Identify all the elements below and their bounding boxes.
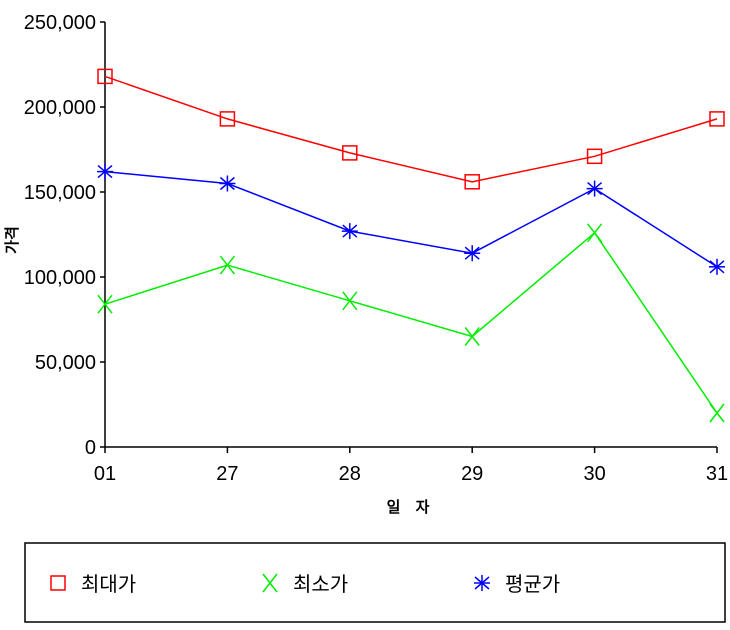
- legend-marker-2: [262, 573, 278, 593]
- data-point-1-2: [219, 111, 236, 127]
- data-point-3-5: [586, 180, 603, 197]
- data-point-1-5: [586, 148, 603, 165]
- series-line-3: [104, 170, 718, 268]
- data-point-3-3: [341, 223, 358, 240]
- data-point-2-2: [219, 255, 235, 275]
- series-line-1: [104, 75, 718, 183]
- y-tick-label: 0: [85, 437, 96, 459]
- x-tick-label: 29: [461, 463, 483, 485]
- legend-box: [24, 542, 726, 623]
- data-point-1-3: [342, 145, 358, 161]
- data-point-2-1: [97, 294, 113, 314]
- y-tick-label: 100,000: [24, 267, 96, 289]
- legend-item-2: 최소가: [262, 572, 348, 596]
- legend-marker-1: [50, 575, 66, 591]
- data-point-3-6: [709, 258, 725, 275]
- x-tick-label: 01: [94, 463, 116, 485]
- legend-label-1: 최대가: [81, 572, 136, 596]
- data-point-2-4: [464, 327, 480, 346]
- x-tick-label: 28: [339, 463, 361, 485]
- legend-label-2: 최소가: [293, 572, 348, 596]
- x-tick-label: 31: [706, 463, 728, 485]
- tick-labels: 0 50,000 100,000 150,000 200,000 250,000 01 27 2…: [24, 12, 728, 485]
- data-point-2-6: [709, 403, 725, 423]
- data-point-3-1: [97, 163, 113, 180]
- data-point-1-1: [97, 68, 113, 85]
- y-tick-label: 50,000: [35, 352, 96, 374]
- data-point-2-3: [342, 291, 358, 311]
- data-point-2-5: [587, 223, 603, 243]
- x-tick-label: 27: [216, 463, 238, 485]
- y-tick-label: 150,000: [24, 182, 96, 204]
- x-tick-label: 30: [583, 463, 605, 485]
- y-axis-title: 가격: [3, 226, 21, 254]
- series-group: [97, 68, 725, 423]
- legend-item-1: 최대가: [50, 572, 136, 596]
- y-tick-label: 250,000: [24, 12, 96, 34]
- data-point-1-4: [464, 174, 480, 190]
- data-point-3-4: [464, 245, 481, 262]
- data-point-3-2: [219, 175, 236, 192]
- x-axis-title: 일 자: [387, 498, 430, 516]
- legend: 최대가 최소가 평균가: [50, 572, 560, 596]
- y-tick-label: 200,000: [24, 97, 96, 119]
- legend-item-3: 평균가: [474, 572, 560, 596]
- series-line-2: [104, 231, 718, 414]
- axes: [100, 21, 718, 453]
- legend-label-3: 평균가: [505, 572, 560, 596]
- legend-marker-3: [474, 575, 490, 591]
- data-point-1-6: [709, 111, 725, 127]
